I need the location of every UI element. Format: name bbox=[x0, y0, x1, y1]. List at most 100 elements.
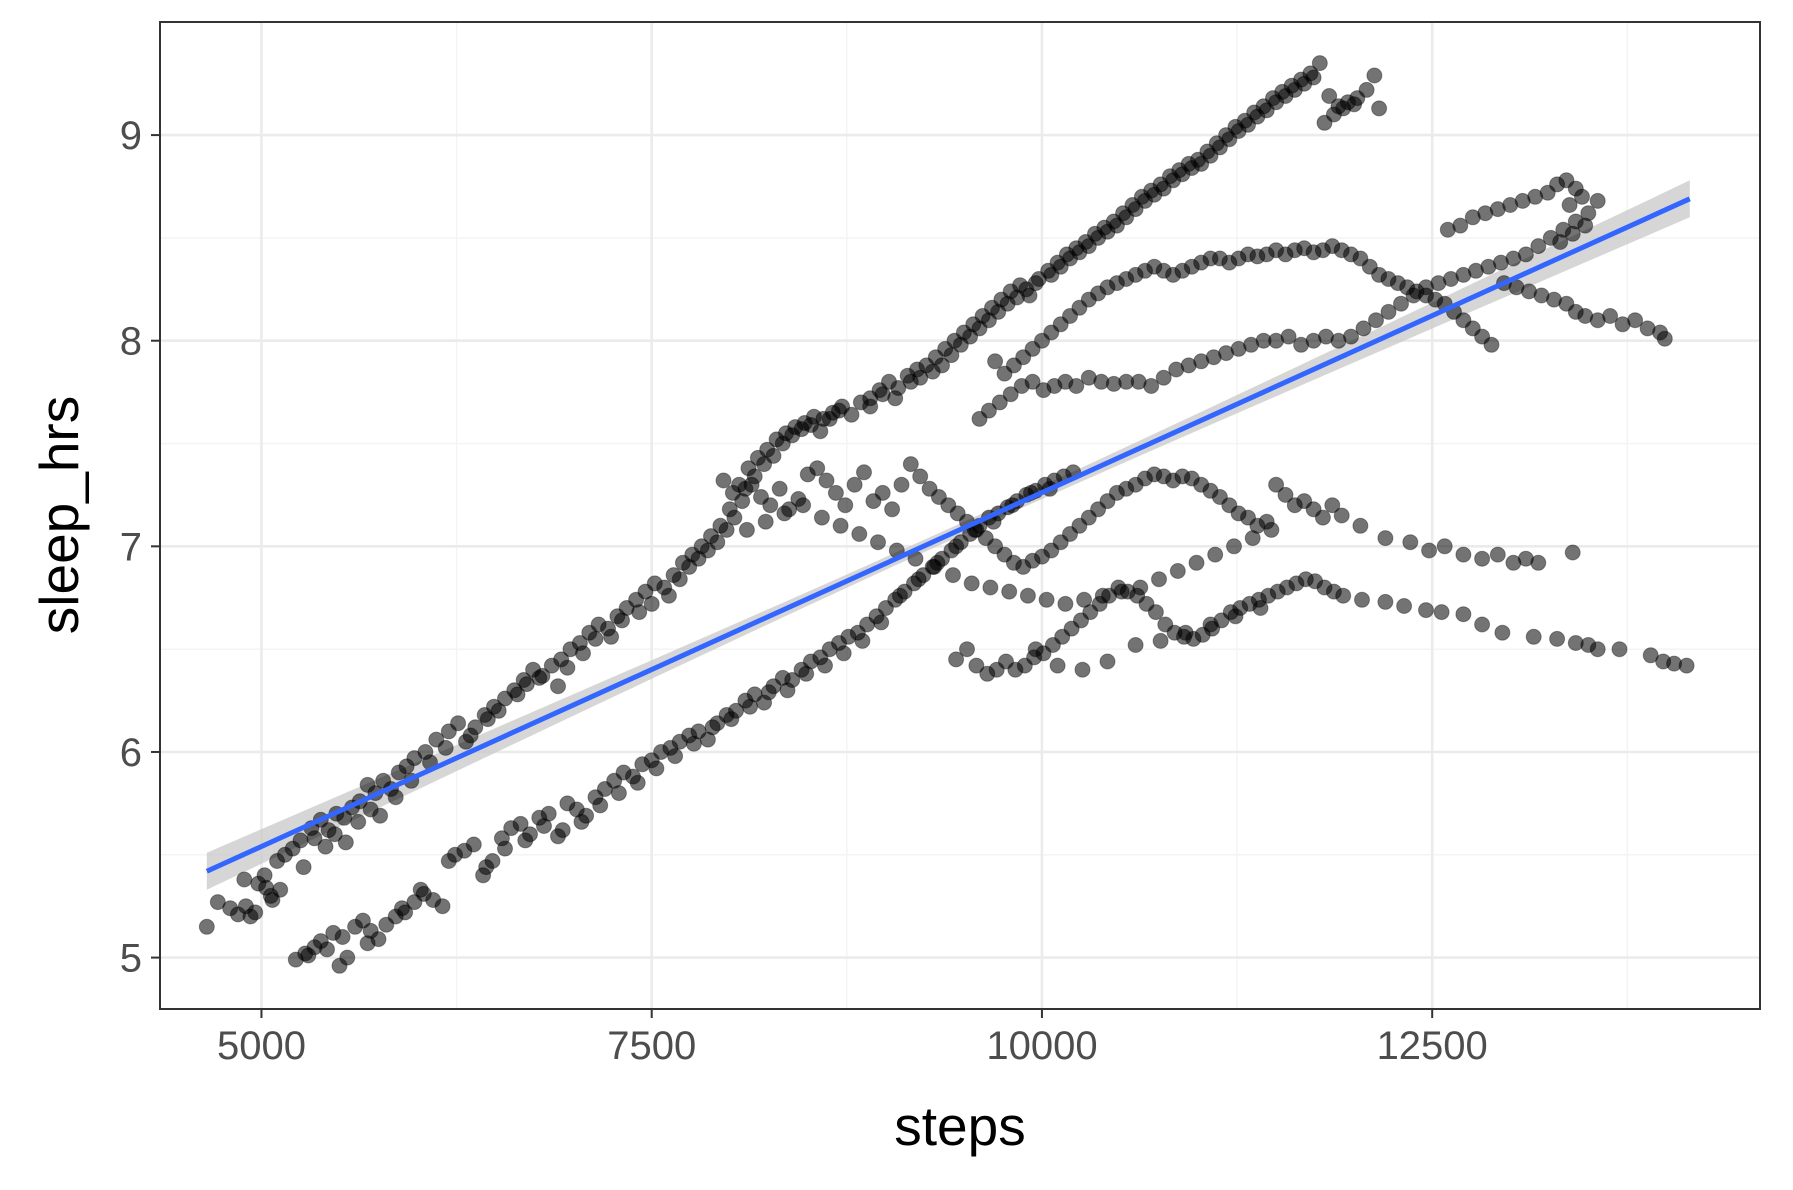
data-point bbox=[412, 881, 429, 898]
data-point bbox=[1147, 604, 1164, 621]
data-point bbox=[292, 832, 309, 849]
data-point bbox=[434, 898, 451, 915]
data-point bbox=[795, 497, 812, 514]
data-point bbox=[862, 398, 879, 415]
data-point bbox=[1076, 591, 1093, 608]
data-point bbox=[715, 472, 732, 489]
data-point bbox=[1227, 608, 1244, 625]
data-point bbox=[1280, 328, 1297, 345]
data-point bbox=[1151, 571, 1167, 588]
y-tick-label: 9 bbox=[120, 114, 142, 158]
data-point bbox=[980, 402, 997, 419]
data-point bbox=[765, 447, 782, 464]
data-point bbox=[350, 813, 367, 830]
data-point bbox=[1263, 521, 1280, 538]
data-point bbox=[798, 665, 815, 682]
data-point bbox=[1574, 188, 1590, 205]
data-point bbox=[354, 912, 371, 929]
data-point bbox=[1358, 81, 1375, 98]
data-point bbox=[1589, 192, 1606, 209]
data-point bbox=[1343, 328, 1359, 345]
data-point bbox=[1355, 320, 1372, 337]
data-point bbox=[1642, 647, 1659, 664]
data-point bbox=[1346, 96, 1363, 113]
data-point bbox=[762, 497, 779, 514]
data-point bbox=[738, 521, 755, 538]
data-point bbox=[372, 807, 389, 824]
data-point bbox=[1001, 583, 1018, 600]
data-point bbox=[536, 818, 552, 834]
data-point bbox=[1436, 538, 1453, 555]
panel-border bbox=[159, 21, 1761, 1010]
data-point bbox=[247, 904, 264, 921]
data-point bbox=[1038, 591, 1055, 608]
data-point bbox=[334, 929, 351, 945]
x-tick-label: 5000 bbox=[217, 1024, 306, 1068]
data-point bbox=[742, 698, 758, 715]
data-point bbox=[718, 521, 735, 538]
data-point bbox=[685, 735, 702, 752]
x-tick-label: 10000 bbox=[986, 1024, 1097, 1068]
data-point bbox=[1452, 217, 1469, 234]
data-point bbox=[1517, 246, 1534, 263]
data-point bbox=[295, 859, 312, 876]
data-point bbox=[982, 579, 999, 596]
data-point bbox=[1530, 554, 1547, 571]
data-point bbox=[337, 834, 354, 851]
x-axis-title: steps bbox=[894, 1095, 1025, 1157]
data-point bbox=[236, 871, 253, 888]
data-point bbox=[1188, 554, 1205, 571]
data-point bbox=[1049, 657, 1066, 674]
data-point bbox=[592, 797, 609, 814]
data-point bbox=[1530, 238, 1547, 255]
data-point bbox=[1380, 303, 1397, 320]
data-point bbox=[1252, 600, 1269, 616]
x-tick-label: 12500 bbox=[1377, 1024, 1488, 1068]
data-point bbox=[518, 676, 535, 693]
data-point bbox=[1552, 234, 1569, 250]
data-point bbox=[991, 394, 1008, 411]
data-point bbox=[1226, 538, 1242, 555]
data-point bbox=[1352, 517, 1369, 534]
data-point bbox=[1321, 88, 1338, 104]
data-point bbox=[1377, 530, 1394, 547]
data-point bbox=[1474, 616, 1491, 633]
data-point bbox=[851, 526, 868, 542]
x-tick-label: 7500 bbox=[607, 1024, 696, 1068]
data-point bbox=[891, 587, 908, 604]
data-point bbox=[1152, 632, 1169, 649]
data-point bbox=[1564, 544, 1581, 561]
data-point bbox=[1371, 100, 1388, 117]
data-point bbox=[743, 476, 760, 493]
data-point bbox=[531, 669, 548, 686]
data-point bbox=[1494, 624, 1511, 641]
data-point bbox=[1678, 657, 1695, 674]
data-point bbox=[264, 892, 281, 908]
data-points bbox=[198, 55, 1695, 974]
data-point bbox=[968, 657, 985, 674]
data-point bbox=[550, 678, 566, 695]
data-point bbox=[450, 715, 467, 732]
x-axis-ticks: 5000 7500 10000 12500 bbox=[217, 1009, 1488, 1068]
data-point bbox=[902, 456, 919, 473]
data-point bbox=[643, 595, 660, 612]
data-point bbox=[1268, 476, 1285, 493]
data-point bbox=[704, 719, 721, 736]
data-point bbox=[317, 838, 334, 855]
data-point bbox=[671, 571, 688, 588]
data-point bbox=[1143, 378, 1160, 394]
trend-line bbox=[205, 196, 1691, 874]
data-point bbox=[1305, 69, 1322, 86]
data-point bbox=[1483, 336, 1500, 353]
data-point bbox=[884, 501, 901, 518]
data-point bbox=[813, 509, 830, 526]
data-point bbox=[1402, 534, 1419, 551]
data-point bbox=[1525, 628, 1542, 645]
data-point bbox=[1027, 275, 1044, 292]
data-point bbox=[554, 822, 571, 839]
y-axis-title: sleep_hrs bbox=[28, 396, 90, 634]
data-point bbox=[1564, 225, 1581, 242]
data-point bbox=[1368, 312, 1384, 329]
data-point bbox=[667, 748, 684, 765]
data-point bbox=[1418, 602, 1434, 619]
